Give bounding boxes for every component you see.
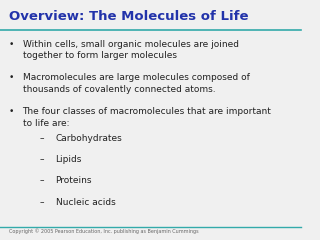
Text: •: •	[9, 107, 14, 116]
Text: Within cells, small organic molecules are joined
together to form larger molecul: Within cells, small organic molecules ar…	[22, 40, 238, 60]
Text: Overview: The Molecules of Life: Overview: The Molecules of Life	[9, 10, 249, 23]
Text: •: •	[9, 40, 14, 49]
Text: Copyright © 2005 Pearson Education, Inc. publishing as Benjamin Cummings: Copyright © 2005 Pearson Education, Inc.…	[9, 228, 199, 234]
Text: –: –	[39, 155, 44, 164]
Text: The four classes of macromolecules that are important
to life are:: The four classes of macromolecules that …	[22, 107, 271, 128]
Text: Lipids: Lipids	[56, 155, 82, 164]
Text: Nucleic acids: Nucleic acids	[56, 198, 115, 207]
Text: –: –	[39, 134, 44, 144]
Text: Proteins: Proteins	[56, 176, 92, 185]
Text: Carbohydrates: Carbohydrates	[56, 134, 122, 144]
Text: –: –	[39, 198, 44, 207]
Text: Macromolecules are large molecules composed of
thousands of covalently connected: Macromolecules are large molecules compo…	[22, 73, 249, 94]
Text: •: •	[9, 73, 14, 82]
Text: –: –	[39, 176, 44, 185]
